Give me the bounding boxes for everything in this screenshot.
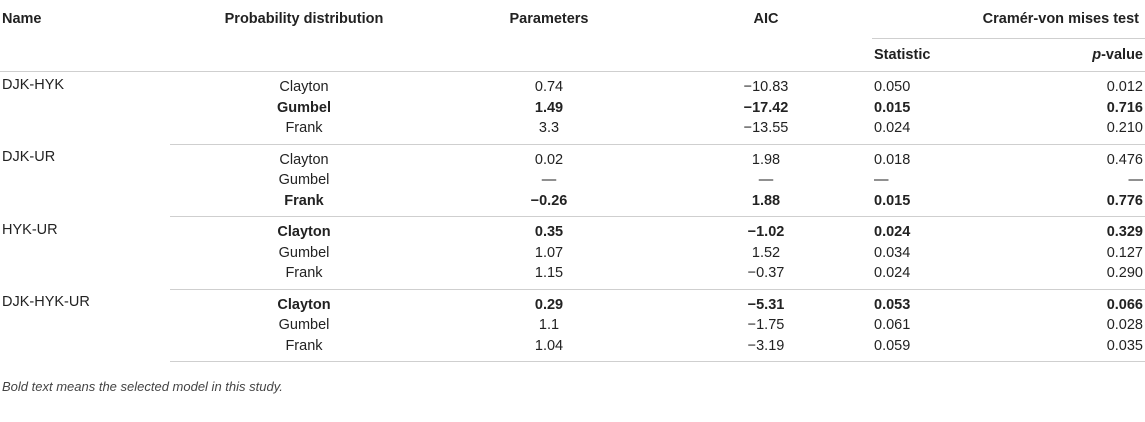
header-spacer: [660, 39, 872, 72]
header-parameters: Parameters: [509, 11, 589, 28]
aic-cell: −0.37: [660, 263, 872, 290]
p-value-cell: 0.716: [1106, 99, 1143, 116]
distribution-cell: Gumbel: [278, 244, 330, 261]
distribution-cell: Frank: [170, 263, 438, 290]
aic-cell: 1.98: [751, 151, 781, 168]
parameter-cell: 1.04: [438, 335, 660, 362]
table-body: DJK-HYK Clayton 0.74 −10.83 0.050 0.012 Gumbel…: [0, 72, 1145, 362]
aic-cell: −1.75: [747, 317, 785, 334]
parameter-cell: 1.49: [534, 99, 564, 116]
statistic-cell: 0.015: [874, 99, 911, 116]
group-name-cell: HYK-UR: [2, 221, 58, 238]
distribution-cell: Clayton: [277, 224, 331, 241]
table-row: Frank 1.15 −0.37 0.024 0.290: [0, 263, 1145, 290]
aic-cell: −3.19: [660, 335, 872, 362]
group-name-cell: DJK-HYK: [2, 77, 65, 93]
statistic-cell: 0.034: [874, 244, 911, 261]
table-header: Name Probability distribution Parameters…: [0, 0, 1145, 72]
statistic-cell: 0.018: [874, 151, 911, 168]
distribution-cell: Clayton: [279, 79, 329, 96]
distribution-cell: Gumbel: [278, 317, 330, 334]
statistic-cell: 0.050: [874, 79, 911, 96]
p-value-cell: 0.476: [1106, 151, 1143, 168]
aic-cell: −5.31: [747, 296, 785, 313]
table-row: Gumbel — — — —: [0, 170, 1145, 191]
header-aic: AIC: [753, 11, 779, 28]
footnote: Bold text means the selected model in th…: [2, 379, 283, 394]
header-cvm-test: Cramér-von mises test: [872, 0, 1145, 39]
parameter-cell: 0.35: [534, 224, 564, 241]
p-value-cell: 0.066: [1106, 296, 1143, 313]
distribution-cell: Clayton: [277, 296, 331, 313]
p-value-cell: 0.035: [1005, 335, 1145, 362]
header-spacer: [438, 39, 660, 72]
table-row: DJK-HYK Clayton 0.74 −10.83 0.050 0.012: [0, 72, 1145, 98]
table-row: Frank 3.3 −13.55 0.024 0.210: [0, 118, 1145, 145]
distribution-cell: Gumbel: [278, 172, 330, 189]
table-row: Gumbel 1.07 1.52 0.034 0.127: [0, 243, 1145, 264]
aic-cell: 1.52: [751, 244, 781, 261]
statistic-cell: 0.061: [874, 317, 911, 334]
table-row: Frank −0.26 1.88 0.015 0.776: [0, 190, 1145, 217]
p-value-cell: 0.329: [1106, 224, 1143, 241]
table-row: DJK-HYK-UR Clayton 0.29 −5.31 0.053 0.066: [0, 289, 1145, 315]
group-name-cell: DJK-HYK-UR: [2, 294, 90, 310]
table-row: Gumbel 1.49 −17.42 0.015 0.716: [0, 98, 1145, 119]
header-spacer: [0, 39, 170, 72]
aic-cell: −10.83: [743, 79, 789, 96]
p-value-cell: 0.028: [1106, 317, 1143, 334]
distribution-cell: Frank: [170, 335, 438, 362]
statistic-cell: —: [874, 172, 889, 189]
distribution-cell: Frank: [170, 190, 438, 217]
table-row: HYK-UR Clayton 0.35 −1.02 0.024 0.329: [0, 217, 1145, 243]
aic-cell: −17.42: [743, 99, 789, 116]
header-distribution: Probability distribution: [224, 11, 384, 28]
p-value-cell: 0.210: [1005, 118, 1145, 145]
statistic-cell: 0.024: [872, 263, 1005, 290]
header-p-suffix: -value: [1101, 47, 1143, 63]
statistic-cell: 0.015: [872, 190, 1005, 217]
parameter-cell: 0.74: [534, 79, 564, 96]
distribution-cell: Frank: [170, 118, 438, 145]
p-value-cell: 0.127: [1106, 244, 1143, 261]
p-value-cell: —: [1128, 172, 1144, 189]
statistic-cell: 0.053: [874, 296, 911, 313]
header-name: Name: [2, 11, 42, 28]
p-value-cell: 0.290: [1005, 263, 1145, 290]
header-p-value: p-value: [1005, 39, 1145, 72]
parameter-cell: —: [541, 172, 557, 189]
parameter-cell: 0.02: [534, 151, 564, 168]
parameter-cell: 1.15: [438, 263, 660, 290]
distribution-cell: Gumbel: [277, 99, 331, 116]
statistic-cell: 0.059: [872, 335, 1005, 362]
p-value-cell: 0.012: [1106, 79, 1143, 96]
statistic-cell: 0.024: [872, 118, 1005, 145]
parameter-cell: 1.07: [534, 244, 564, 261]
statistic-cell: 0.024: [874, 224, 911, 241]
header-spacer: [170, 39, 438, 72]
aic-cell: 1.88: [660, 190, 872, 217]
table-row: Gumbel 1.1 −1.75 0.061 0.028: [0, 315, 1145, 336]
copula-results-table: Name Probability distribution Parameters…: [0, 0, 1145, 362]
aic-cell: −1.02: [747, 224, 785, 241]
parameter-cell: −0.26: [438, 190, 660, 217]
header-p-prefix: p: [1092, 47, 1102, 63]
parameter-cell: 3.3: [438, 118, 660, 145]
parameter-cell: 1.1: [538, 317, 560, 334]
p-value-cell: 0.776: [1005, 190, 1145, 217]
parameter-cell: 0.29: [534, 296, 564, 313]
table-row: DJK-UR Clayton 0.02 1.98 0.018 0.476: [0, 144, 1145, 170]
header-statistic: Statistic: [874, 47, 931, 63]
distribution-cell: Clayton: [279, 151, 329, 168]
table-row: Frank 1.04 −3.19 0.059 0.035: [0, 335, 1145, 362]
aic-cell: —: [758, 172, 774, 189]
group-name-cell: DJK-UR: [2, 149, 56, 165]
aic-cell: −13.55: [660, 118, 872, 145]
